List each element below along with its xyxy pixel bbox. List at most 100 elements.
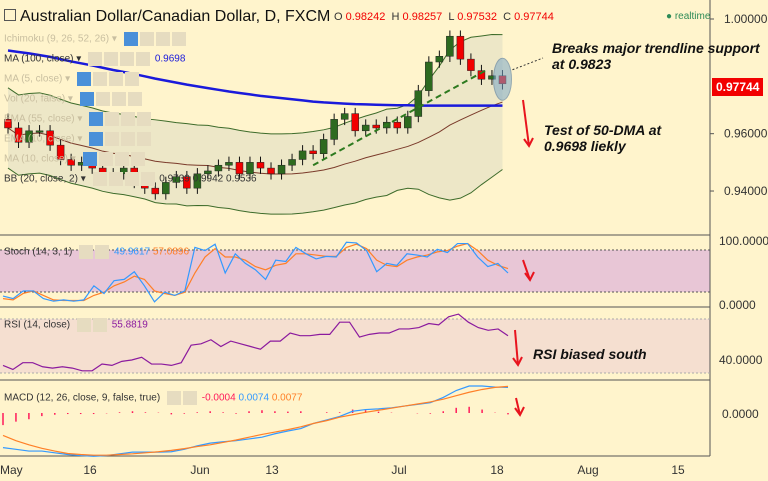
candle-body: [46, 130, 54, 146]
candle-body: [414, 90, 423, 117]
rsi-tick-label: 40.0000: [719, 353, 763, 367]
indicator-legend[interactable]: MA (10, close) ▾: [4, 152, 147, 166]
candle-body: [298, 150, 307, 160]
rsi-line: [2, 313, 509, 372]
stoch-tick-label: 0.0000: [719, 298, 756, 312]
indicator-label: MA (10, close): [4, 153, 68, 165]
candle-body: [246, 162, 254, 175]
annotation-trendline-break: Breaks major trendline support at 0.9823: [552, 40, 760, 72]
collapse-icon[interactable]: [4, 9, 16, 21]
indicator-label: MA (5, close): [4, 73, 63, 85]
indicator-buttons[interactable]: [89, 132, 153, 146]
indicator-buttons[interactable]: [88, 52, 152, 66]
candle-body: [56, 144, 65, 160]
indicator-buttons[interactable]: [123, 32, 188, 46]
ohlc-readout: O 0.98242 H 0.98257 L 0.97532 C 0.97744: [334, 11, 554, 23]
indicator-legend[interactable]: Ichimoku (9, 26, 52, 26) ▾: [4, 32, 188, 46]
candle-body: [446, 35, 454, 57]
stoch-d-line: [2, 242, 509, 302]
indicator-legend[interactable]: MA (5, close) ▾: [4, 72, 141, 86]
candle-body: [225, 162, 233, 166]
stoch-tick-label: 100.0000: [719, 234, 768, 248]
annotation-rsi: RSI biased south: [533, 346, 647, 362]
indicator-buttons[interactable]: [79, 92, 144, 106]
candle-body: [151, 187, 160, 195]
down-arrow-icon: [514, 406, 525, 417]
indicator-legend[interactable]: MA (100, close) ▾ 0.9698: [4, 52, 186, 66]
x-tick-label: Aug: [577, 463, 598, 477]
candle-body: [340, 113, 349, 120]
indicator-legend[interactable]: EMA (10, close) ▾: [4, 132, 153, 146]
y-tick-label: 0.96000: [724, 127, 768, 141]
candle-body: [4, 119, 12, 129]
down-arrow-icon: [524, 271, 535, 282]
indicator-label: EMA (10, close): [4, 133, 75, 145]
candle-body: [467, 58, 475, 71]
candle-body: [404, 116, 412, 129]
x-tick-label: 13: [265, 463, 279, 477]
last-price-tag: 0.97744: [712, 78, 764, 96]
down-arrow-icon: [515, 397, 521, 416]
indicator-label: EMA (55, close): [4, 113, 75, 125]
indicator-buttons[interactable]: [89, 112, 153, 126]
candle-body: [435, 56, 444, 63]
y-tick-label: 1.00000: [724, 12, 768, 26]
annotation-pointer: [512, 57, 544, 71]
indicator-legend[interactable]: EMA (55, close) ▾: [4, 112, 153, 126]
down-arrow-icon: [523, 137, 534, 148]
down-arrow-icon: [512, 356, 523, 367]
chart-header: Australian Dollar/Canadian Dollar, D, FX…: [4, 8, 330, 26]
x-tick-label: 18: [490, 463, 504, 477]
indicator-legend[interactable]: Vol (20, false) ▾: [4, 92, 144, 106]
candle-body: [193, 173, 202, 189]
candle-body: [119, 167, 128, 175]
indicator-label: MA (100, close): [4, 53, 74, 65]
candle-body: [425, 61, 433, 91]
x-tick-label: May: [0, 463, 23, 477]
candle-body: [456, 35, 465, 60]
realtime-status: ● realtime: [666, 11, 711, 22]
indicator-buttons[interactable]: [76, 72, 141, 86]
candle-body: [330, 119, 338, 140]
candle-body: [162, 182, 170, 195]
indicator-buttons[interactable]: [92, 172, 157, 186]
candle-body: [319, 139, 328, 154]
candle-body: [214, 164, 223, 172]
candle-body: [372, 124, 380, 129]
candle-body: [183, 176, 191, 189]
macd-legend: MACD (12, 26, close, 9, false, true) -0.…: [4, 391, 303, 405]
stoch-k-line: [2, 241, 509, 303]
stoch-band: [0, 250, 710, 292]
candle-body: [351, 113, 359, 132]
indicator-label: BB (20, close, 2): [4, 173, 78, 185]
x-tick-label: 16: [83, 463, 97, 477]
macd-tick-label: 0.0000: [722, 407, 759, 421]
symbol-title[interactable]: Australian Dollar/Canadian Dollar, D, FX…: [20, 8, 331, 25]
candle-body: [361, 124, 370, 132]
candle-body: [277, 164, 286, 175]
indicator-value: 0.9698: [154, 53, 186, 65]
candle-body: [477, 70, 486, 80]
candle-body: [14, 127, 23, 143]
indicator-legend[interactable]: BB (20, close, 2) ▾ 0.9739 0.9942 0.9536: [4, 172, 257, 186]
candle-body: [256, 162, 265, 169]
x-tick-label: Jun: [190, 463, 209, 477]
annotation-50dma: Test of 50-DMA at 0.9698 liekly: [544, 122, 662, 154]
candle-body: [267, 167, 275, 175]
y-tick-label: 0.94000: [724, 184, 768, 198]
stoch-legend: Stoch (14, 3, 1) 49.9617 57.0896: [4, 245, 190, 259]
rsi-legend: RSI (14, close) 55.8819: [4, 318, 148, 332]
trendline: [312, 68, 488, 167]
x-tick-label: Jul: [391, 463, 406, 477]
candle-body: [172, 176, 181, 183]
bollinger-lower: [7, 167, 503, 215]
candle-body: [235, 162, 244, 175]
down-arrow-icon: [514, 329, 519, 366]
bollinger-basis: [7, 101, 503, 175]
macd-signal-line: [2, 385, 509, 456]
candle-body: [309, 150, 317, 154]
indicator-label: Ichimoku (9, 26, 52, 26): [4, 33, 110, 45]
indicator-buttons[interactable]: [82, 152, 147, 166]
indicator-label: Vol (20, false): [4, 93, 66, 105]
